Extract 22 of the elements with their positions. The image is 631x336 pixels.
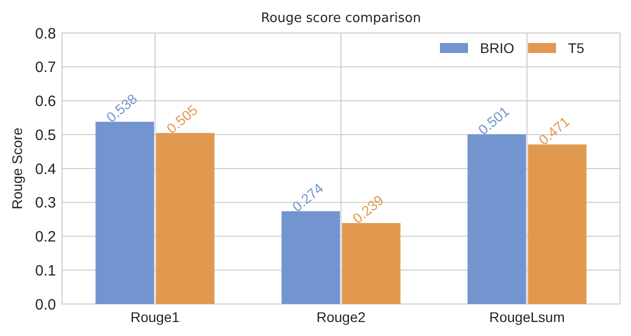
legend-label: BRIO — [480, 40, 514, 56]
bar — [468, 134, 526, 304]
y-tick-label: 0.3 — [35, 194, 56, 212]
x-tick-label: RougeLsum — [489, 309, 565, 325]
y-tick-label: 0.7 — [35, 59, 56, 76]
y-tick-label: 0.1 — [35, 262, 56, 280]
y-axis-title: Rouge Score — [9, 127, 25, 210]
chart-title: Rouge score comparison — [261, 11, 421, 26]
y-tick-label: 0.4 — [35, 160, 56, 178]
bar — [528, 144, 586, 304]
legend-label: T5 — [568, 40, 585, 56]
bar — [96, 122, 154, 304]
y-tick-label: 0.8 — [35, 25, 56, 42]
y-tick-label: 0.2 — [35, 228, 56, 246]
x-tick-label: Rouge2 — [316, 309, 366, 325]
y-tick-label: 0.5 — [35, 126, 56, 144]
y-tick-label: 0.6 — [35, 93, 56, 110]
bar — [156, 132, 214, 304]
bar — [282, 211, 340, 304]
y-tick-label: 0.0 — [35, 296, 56, 314]
x-tick-label: Rouge1 — [130, 309, 180, 325]
bar — [342, 223, 400, 304]
